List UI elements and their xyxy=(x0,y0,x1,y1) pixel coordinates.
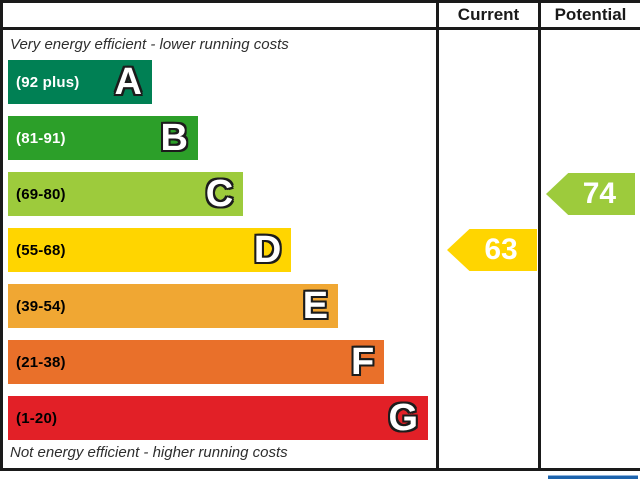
band-row: (81-91) B xyxy=(8,116,198,160)
band-row: (1-20) G xyxy=(8,396,429,440)
band-letter: F xyxy=(350,341,375,383)
eu-flag-box-partial xyxy=(548,475,638,479)
band-range-label: (92 plus) xyxy=(16,73,80,91)
current-column-divider xyxy=(436,0,439,471)
band-range-label: (39-54) xyxy=(16,297,66,315)
potential-rating-value: 74 xyxy=(582,177,617,210)
potential-column-divider xyxy=(538,0,541,471)
band-range-label: (21-38) xyxy=(16,353,66,371)
band-range-label: (69-80) xyxy=(16,185,66,203)
band-row: (92 plus) A xyxy=(8,60,152,104)
band-letter: C xyxy=(205,173,234,215)
band-letter: G xyxy=(388,397,419,439)
band-list: (92 plus) A (81-91) B (69-80) C (55-68) … xyxy=(8,60,434,440)
band-row: (21-38) F xyxy=(8,340,385,384)
band-row: (69-80) C xyxy=(8,172,244,216)
band-letter: B xyxy=(160,117,188,159)
band-letter: E xyxy=(302,285,329,327)
band-letter: A xyxy=(114,61,142,103)
top-caption: Very energy efficient - lower running co… xyxy=(10,36,289,53)
band-row: (55-68) D xyxy=(8,228,292,272)
band-letter: D xyxy=(253,229,282,271)
band-range-label: (1-20) xyxy=(16,409,58,427)
band-row: (39-54) E xyxy=(8,284,339,328)
potential-column-header: Potential xyxy=(554,5,627,24)
band-range-label: (55-68) xyxy=(16,241,66,259)
header-divider-line xyxy=(0,27,640,30)
current-column-header: Current xyxy=(457,5,520,24)
current-rating-arrow: 63 xyxy=(447,229,537,271)
bottom-caption: Not energy efficient - higher running co… xyxy=(10,444,288,461)
current-rating-value: 63 xyxy=(484,233,518,266)
band-range-label: (81-91) xyxy=(16,129,66,147)
